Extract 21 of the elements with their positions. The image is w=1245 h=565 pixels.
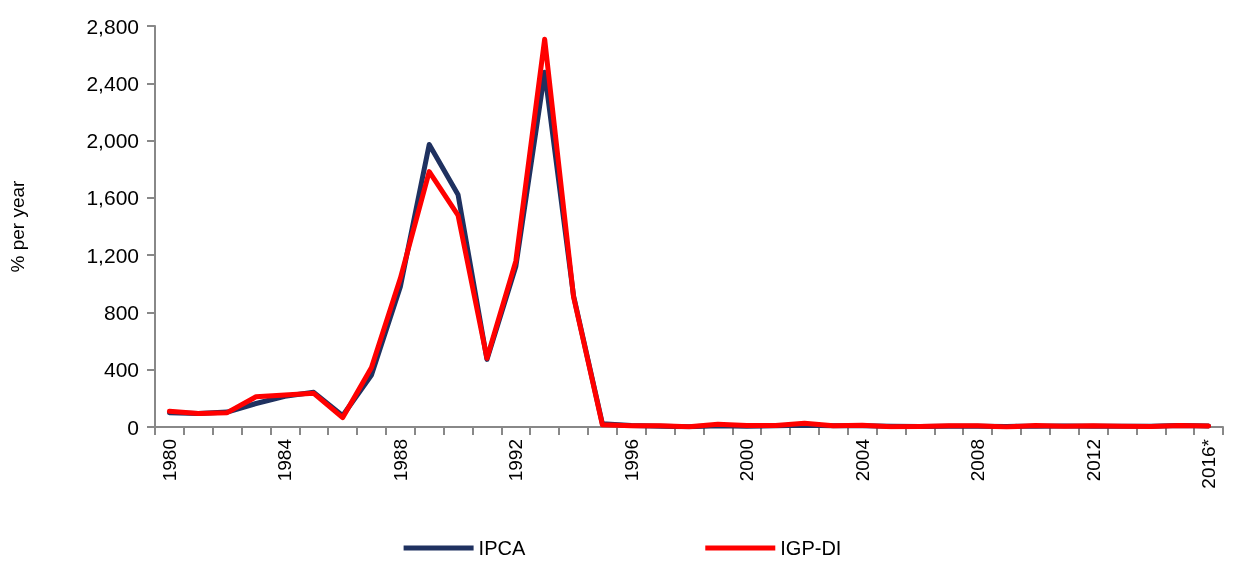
y-tick-label: 800: [103, 300, 139, 324]
x-tick-label: 2016*: [1198, 438, 1220, 489]
x-tick-label: 2012: [1082, 439, 1104, 482]
y-tick-label: 2,000: [86, 129, 139, 153]
x-tick-label: 1988: [389, 439, 411, 482]
x-tick-label: 2004: [851, 438, 873, 482]
y-axis-title: % per year: [7, 179, 28, 273]
legend-label: IGP-DI: [780, 537, 842, 559]
y-tick-label: 0: [127, 415, 139, 439]
x-tick-label: 1984: [274, 438, 296, 482]
x-tick-label: 1992: [505, 439, 527, 482]
y-tick-label: 1,200: [86, 243, 139, 267]
y-tick-label: 1,600: [86, 186, 139, 210]
legend-label: IPCA: [478, 537, 526, 559]
y-tick-label: 2,400: [86, 71, 139, 95]
x-tick-label: 1980: [158, 439, 180, 482]
x-tick-label: 2000: [736, 439, 758, 482]
y-tick-label: 400: [103, 358, 139, 382]
x-tick-label: 2008: [967, 439, 989, 482]
x-tick-label: 1996: [620, 439, 642, 482]
y-tick-label: 2,800: [86, 14, 139, 38]
